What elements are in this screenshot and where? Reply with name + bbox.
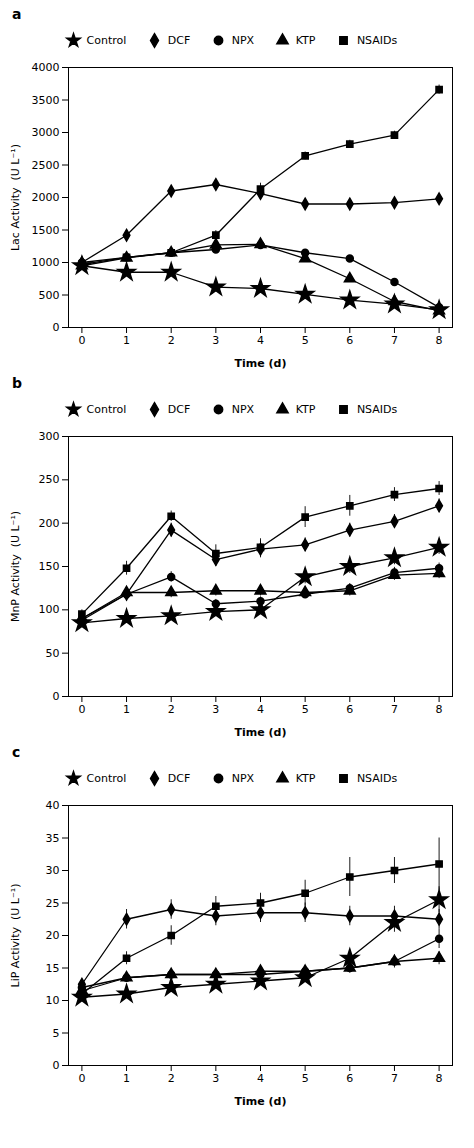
svg-text:1: 1 (123, 1072, 130, 1085)
svg-text:3: 3 (212, 1072, 219, 1085)
html-text:NSAIDs: NSAIDs (356, 403, 398, 416)
html-text:DCF: DCF (167, 403, 191, 416)
html-text:Control: Control (86, 772, 127, 785)
svg-text:0: 0 (53, 690, 60, 703)
html-text:c: c (12, 744, 21, 760)
svg-text:5: 5 (53, 1027, 60, 1040)
svg-text:25: 25 (46, 897, 60, 910)
svg-text:4: 4 (257, 1072, 264, 1085)
svg-text:100: 100 (39, 603, 60, 616)
html-text:NPX: NPX (231, 34, 255, 47)
svg-text:7: 7 (391, 703, 398, 716)
html-text:b: b (12, 375, 22, 391)
svg-text:3: 3 (212, 334, 219, 347)
svg-text:0: 0 (78, 703, 85, 716)
svg-text:200: 200 (39, 517, 60, 530)
svg-text:3: 3 (212, 703, 219, 716)
html-text:a: a (12, 6, 22, 22)
svg-text:8: 8 (436, 703, 443, 716)
svg-text:10: 10 (46, 994, 60, 1007)
svg-text:0: 0 (78, 334, 85, 347)
html-text:Control: Control (86, 403, 127, 416)
html-text:DCF: DCF (167, 772, 191, 785)
svg-text:40: 40 (46, 799, 60, 812)
svg-text:4000: 4000 (32, 61, 60, 74)
svg-text:Lac Activity (U L⁻¹): Lac Activity (U L⁻¹) (9, 144, 22, 251)
svg-text:5: 5 (302, 334, 309, 347)
html-text:KTP: KTP (295, 772, 316, 785)
svg-text:6: 6 (346, 1072, 353, 1085)
svg-text:4: 4 (257, 334, 264, 347)
svg-text:0: 0 (53, 321, 60, 334)
svg-text:300: 300 (39, 430, 60, 443)
svg-text:8: 8 (436, 1072, 443, 1085)
svg-text:150: 150 (39, 560, 60, 573)
svg-text:20: 20 (46, 929, 60, 942)
html-text:NPX: NPX (231, 772, 255, 785)
html-text:DCF: DCF (167, 34, 191, 47)
svg-text:2: 2 (168, 334, 175, 347)
svg-text:30: 30 (46, 864, 60, 877)
svg-text:4: 4 (257, 703, 264, 716)
svg-text:1: 1 (123, 334, 130, 347)
svg-text:500: 500 (39, 289, 60, 302)
svg-text:Time (d): Time (d) (235, 1095, 287, 1108)
svg-text:0: 0 (53, 1059, 60, 1072)
svg-text:7: 7 (391, 1072, 398, 1085)
svg-text:5: 5 (302, 1072, 309, 1085)
svg-text:2: 2 (168, 1072, 175, 1085)
svg-text:6: 6 (346, 334, 353, 347)
svg-text:LiP Activity (U L⁻¹): LiP Activity (U L⁻¹) (9, 884, 22, 988)
svg-text:MnP Activity (U L⁻¹): MnP Activity (U L⁻¹) (9, 511, 22, 622)
svg-text:1: 1 (123, 703, 130, 716)
svg-text:5: 5 (302, 703, 309, 716)
svg-text:50: 50 (46, 647, 60, 660)
svg-text:15: 15 (46, 962, 60, 975)
svg-text:2000: 2000 (32, 191, 60, 204)
html-text:NSAIDs: NSAIDs (356, 34, 398, 47)
html-text:KTP: KTP (295, 403, 316, 416)
svg-text:Time (d): Time (d) (235, 726, 287, 739)
svg-text:1500: 1500 (32, 224, 60, 237)
html-text:KTP: KTP (295, 34, 316, 47)
svg-text:2: 2 (168, 703, 175, 716)
svg-text:3000: 3000 (32, 126, 60, 139)
html-text:NSAIDs: NSAIDs (356, 772, 398, 785)
svg-text:250: 250 (39, 473, 60, 486)
svg-text:0: 0 (78, 1072, 85, 1085)
svg-text:7: 7 (391, 334, 398, 347)
svg-text:1000: 1000 (32, 256, 60, 269)
svg-text:6: 6 (346, 703, 353, 716)
svg-text:Time (d): Time (d) (235, 357, 287, 370)
svg-text:35: 35 (46, 832, 60, 845)
svg-text:8: 8 (436, 334, 443, 347)
svg-text:3500: 3500 (32, 94, 60, 107)
html-text:Control: Control (86, 34, 127, 47)
html-text:NPX: NPX (231, 403, 255, 416)
svg-text:2500: 2500 (32, 159, 60, 172)
